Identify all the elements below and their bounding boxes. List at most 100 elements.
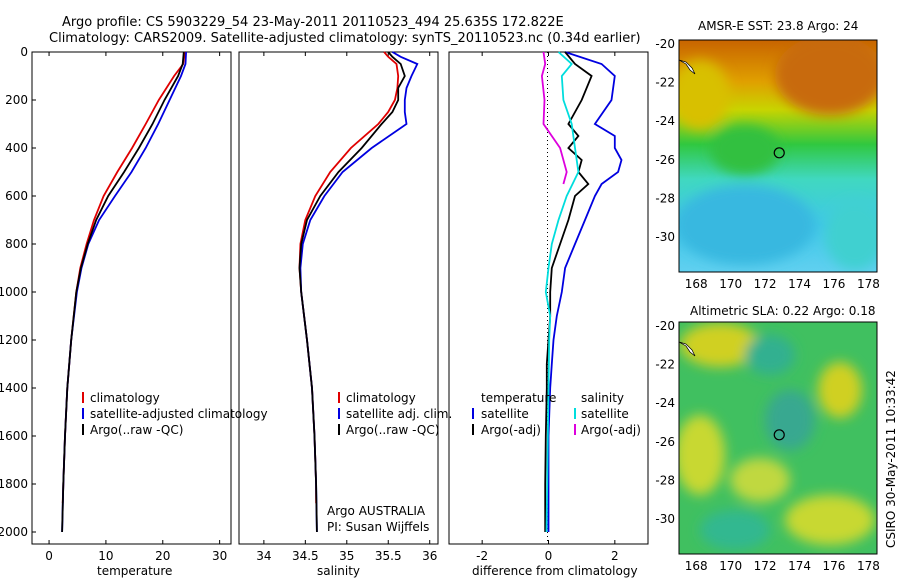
timestamp-label: CSIRO 30-May-2011 10:33:42 [884, 370, 898, 548]
legend-temp-argo: Argo(-adj) [481, 423, 541, 437]
header-line-2: Climatology: CARS2009. Satellite-adjuste… [49, 31, 641, 46]
sla-low-patch [765, 390, 815, 450]
legend-temp-satellite: satellite [481, 407, 529, 421]
x-tick-label: 34.5 [292, 549, 319, 563]
y-tick-label: 800 [5, 237, 28, 251]
series-line-satellite-adjusted-climatology [61, 51, 187, 533]
legend-salinity-title: salinity [581, 391, 624, 405]
sst-cyan-patch [825, 200, 877, 270]
legend-temperature-title: temperature [481, 391, 556, 405]
sst-y-tick-label: -26 [655, 153, 675, 167]
sst-y-tick-label: -20 [655, 37, 675, 51]
x-tick-label: 10 [98, 549, 113, 563]
salinity-legend: climatology satellite adj. clim. Argo(..… [338, 391, 452, 437]
sla-x-tick-label: 174 [788, 559, 811, 573]
difference-legend: temperature salinity satellite Argo(-adj… [472, 391, 641, 437]
series-line-salinity-satellite [544, 51, 580, 533]
legend-satellite-adj: satellite adj. clim. [346, 407, 452, 421]
legend-climatology: climatology [90, 391, 160, 405]
sla-argo-position-marker [773, 429, 785, 441]
sst-x-tick-label: 168 [685, 277, 708, 291]
sst-x-tick-label: 178 [857, 277, 880, 291]
y-tick-label: 600 [5, 189, 28, 203]
sla-high-patch [679, 415, 725, 495]
sla-map-field [679, 322, 877, 554]
sla-high-patch [818, 362, 862, 418]
sla-low-patch [700, 510, 770, 550]
argo-australia-note: Argo AUSTRALIA [327, 504, 426, 518]
sla-y-tick-label: -30 [655, 512, 675, 526]
x-tick-label: 36 [422, 549, 437, 563]
coastline [678, 59, 696, 75]
x-tick-label: 2 [611, 549, 619, 563]
sla-y-tick-label: -24 [655, 396, 675, 410]
sst-green-patch [710, 125, 780, 175]
legend-argo: Argo(..raw -QC) [346, 423, 439, 437]
temperature-xlabel: temperature [97, 564, 172, 578]
series-line-salinity-argo-adj- [540, 51, 568, 185]
y-tick-label: 1000 [0, 285, 28, 299]
difference-xlabel: difference from climatology [472, 564, 638, 578]
sst-x-tick-label: 174 [788, 277, 811, 291]
legend-sal-argo: Argo(-adj) [581, 423, 641, 437]
series-line-argo-raw-qc- [298, 51, 406, 533]
sst-x-tick-label: 176 [823, 277, 846, 291]
x-tick-label: 35 [339, 549, 354, 563]
sla-y-tick-label: -22 [655, 358, 675, 372]
y-tick-label: 2000 [0, 525, 28, 539]
salinity-axes [238, 51, 439, 545]
y-tick-label: 1200 [0, 333, 28, 347]
x-tick-label: 20 [155, 549, 170, 563]
x-tick-label: -2 [476, 549, 488, 563]
pi-note: PI: Susan Wijffels [327, 520, 429, 534]
x-tick-label: 0 [45, 549, 53, 563]
salinity-xlabel: salinity [317, 564, 360, 578]
legend-sal-satellite: satellite [581, 407, 629, 421]
temperature-legend: climatology satellite-adjusted climatolo… [82, 391, 268, 437]
sla-x-tick-label: 172 [754, 559, 777, 573]
sst-y-tick-label: -30 [655, 230, 675, 244]
header-line-1: Argo profile: CS 5903229_54 23-May-2011 … [62, 15, 564, 30]
legend-climatology: climatology [346, 391, 416, 405]
sla-x-tick-label: 178 [857, 559, 880, 573]
sst-x-tick-label: 172 [754, 277, 777, 291]
y-tick-label: 1800 [0, 477, 28, 491]
sst-y-tick-label: -22 [655, 76, 675, 90]
x-tick-label: 34 [256, 549, 271, 563]
series-line-temperature-satellite [547, 51, 623, 532]
sla-high-patch [785, 495, 875, 545]
sst-cool-patch [679, 185, 815, 265]
sst-y-tick-label: -24 [655, 114, 675, 128]
sst-warm-patch [775, 40, 877, 115]
y-tick-label: 200 [5, 93, 28, 107]
sla-high-patch [680, 323, 760, 367]
sla-high-patch [730, 458, 790, 502]
sla-x-tick-label: 176 [823, 559, 846, 573]
sla-low-patch [745, 335, 795, 375]
y-tick-label: 400 [5, 141, 28, 155]
y-tick-label: 0 [20, 45, 28, 59]
y-tick-label: 1400 [0, 381, 28, 395]
sla-x-tick-label: 168 [685, 559, 708, 573]
series-line-satellite-adj-clim- [299, 51, 419, 533]
sst-map-title: AMSR-E SST: 23.8 Argo: 24 [698, 19, 858, 33]
sla-y-tick-label: -28 [655, 474, 675, 488]
coastline [678, 341, 696, 357]
temperature-axes [31, 51, 232, 545]
x-tick-label: 0 [545, 549, 553, 563]
x-tick-label: 30 [212, 549, 227, 563]
series-line-argo-raw-qc- [61, 51, 185, 533]
legend-argo: Argo(..raw -QC) [90, 423, 183, 437]
sla-y-tick-label: -26 [655, 435, 675, 449]
sst-x-tick-label: 170 [719, 277, 742, 291]
sla-map-frame [678, 321, 878, 555]
series-line-temperature-argo-adj- [544, 51, 593, 532]
sst-argo-position-marker [773, 147, 785, 159]
sst-map-frame [678, 39, 878, 273]
sst-y-tick-label: -28 [655, 192, 675, 206]
sst-map-field [679, 40, 877, 272]
x-tick-label: 35.5 [375, 549, 402, 563]
sst-yellow-patch [679, 60, 730, 130]
legend-satellite-adjusted: satellite-adjusted climatology [90, 407, 268, 421]
